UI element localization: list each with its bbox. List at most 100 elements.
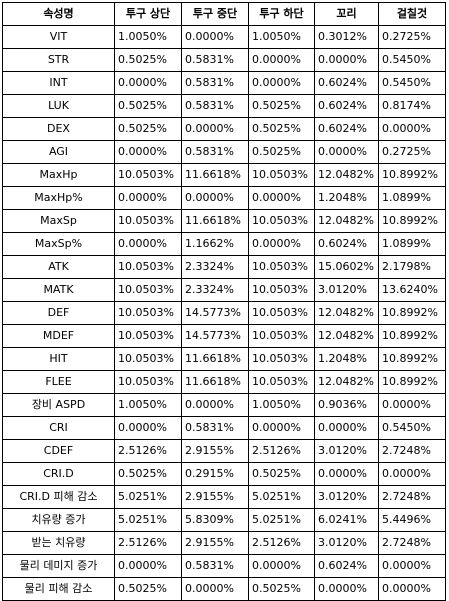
value-cell: 10.8992%	[378, 209, 446, 233]
value-cell: 0.0000%	[248, 48, 315, 72]
value-cell: 10.8992%	[378, 370, 446, 394]
value-cell: 5.0251%	[248, 508, 315, 532]
value-cell: 2.5126%	[248, 439, 315, 463]
value-cell: 5.0251%	[114, 485, 182, 509]
value-cell: 0.0000%	[181, 117, 249, 141]
table-row: 치유량 증가 5.0251% 5.8309% 5.0251% 6.0241% 5.4496…	[2, 508, 446, 532]
value-cell: 0.6024%	[314, 117, 379, 141]
attribute-name-cell: CRI	[2, 416, 115, 440]
value-cell: 0.0000%	[378, 393, 446, 417]
value-cell: 0.5025%	[114, 462, 182, 486]
value-cell: 0.0000%	[114, 554, 182, 578]
table-row: 장비 ASPD 1.0050% 0.0000% 1.0050% 0.9036% 0.000…	[2, 393, 446, 417]
value-cell: 0.0000%	[248, 416, 315, 440]
value-cell: 5.4496%	[378, 508, 446, 532]
value-cell: 1.0050%	[114, 393, 182, 417]
attribute-name-cell: 장비 ASPD	[2, 393, 115, 417]
value-cell: 0.0000%	[314, 416, 379, 440]
table-row: CDEF 2.5126% 2.9155% 2.5126% 3.0120% 2.7248%	[2, 439, 446, 463]
value-cell: 1.2048%	[314, 347, 379, 371]
value-cell: 0.0000%	[378, 462, 446, 486]
table-row: MATK 10.0503% 2.3324% 10.0503% 3.0120% 13.624…	[2, 278, 446, 302]
value-cell: 10.0503%	[248, 324, 315, 348]
value-cell: 0.5025%	[114, 117, 182, 141]
value-cell: 10.0503%	[114, 301, 182, 325]
attribute-name-cell: MDEF	[2, 324, 115, 348]
value-cell: 0.0000%	[314, 577, 379, 601]
value-cell: 0.3012%	[314, 25, 379, 49]
attribute-name-cell: STR	[2, 48, 115, 72]
value-cell: 2.9155%	[181, 439, 249, 463]
attribute-name-cell: 물리 데미지 증가	[2, 554, 115, 578]
value-cell: 0.2725%	[378, 25, 446, 49]
table-row: DEX 0.5025% 0.0000% 0.5025% 0.6024% 0.0000%	[2, 117, 446, 141]
value-cell: 2.3324%	[181, 255, 249, 279]
value-cell: 0.0000%	[181, 577, 249, 601]
value-cell: 10.0503%	[248, 301, 315, 325]
attribute-name-cell: CRI.D	[2, 462, 115, 486]
value-cell: 10.8992%	[378, 163, 446, 187]
table-row: CRI.D 피해 감소 5.0251% 2.9155% 5.0251% 3.0120% 2…	[2, 485, 446, 509]
value-cell: 10.0503%	[114, 163, 182, 187]
value-cell: 1.1662%	[181, 232, 249, 256]
value-cell: 2.5126%	[114, 531, 182, 555]
value-cell: 15.0602%	[314, 255, 379, 279]
value-cell: 1.0899%	[378, 186, 446, 210]
value-cell: 5.0251%	[248, 485, 315, 509]
header-helm-mid: 투구 중단	[181, 2, 249, 26]
value-cell: 12.0482%	[314, 324, 379, 348]
value-cell: 0.9036%	[314, 393, 379, 417]
value-cell: 0.6024%	[314, 71, 379, 95]
value-cell: 10.0503%	[114, 209, 182, 233]
header-garment: 걸칠것	[378, 2, 446, 26]
attribute-name-cell: MaxHp	[2, 163, 115, 187]
value-cell: 13.6240%	[378, 278, 446, 302]
attribute-name-cell: DEX	[2, 117, 115, 141]
value-cell: 0.5025%	[248, 462, 315, 486]
attribute-name-cell: MaxHp%	[2, 186, 115, 210]
value-cell: 10.0503%	[114, 255, 182, 279]
value-cell: 10.0503%	[114, 278, 182, 302]
value-cell: 0.5025%	[248, 577, 315, 601]
value-cell: 1.2048%	[314, 186, 379, 210]
value-cell: 3.0120%	[314, 531, 379, 555]
value-cell: 10.0503%	[114, 347, 182, 371]
attribute-name-cell: AGI	[2, 140, 115, 164]
table-row: MDEF 10.0503% 14.5773% 10.0503% 12.0482% 10.8…	[2, 324, 446, 348]
value-cell: 10.0503%	[114, 370, 182, 394]
value-cell: 0.5450%	[378, 71, 446, 95]
value-cell: 0.0000%	[181, 186, 249, 210]
value-cell: 0.5831%	[181, 416, 249, 440]
attribute-name-cell: MaxSp	[2, 209, 115, 233]
value-cell: 0.5831%	[181, 94, 249, 118]
value-cell: 3.0120%	[314, 439, 379, 463]
value-cell: 10.0503%	[248, 347, 315, 371]
header-helm-top: 투구 상단	[114, 2, 182, 26]
value-cell: 3.0120%	[314, 485, 379, 509]
value-cell: 0.0000%	[114, 186, 182, 210]
value-cell: 10.0503%	[114, 324, 182, 348]
value-cell: 0.5450%	[378, 416, 446, 440]
table-row: DEF 10.0503% 14.5773% 10.0503% 12.0482% 10.89…	[2, 301, 446, 325]
header-row: 속성명 투구 상단 투구 중단 투구 하단 꼬리 걸칠것	[2, 2, 446, 26]
header-helm-bottom: 투구 하단	[248, 2, 315, 26]
attribute-name-cell: INT	[2, 71, 115, 95]
value-cell: 1.0050%	[248, 25, 315, 49]
table-row: 물리 피해 감소 0.5025% 0.0000% 0.5025% 0.0000% 0.00…	[2, 577, 446, 601]
value-cell: 2.1798%	[378, 255, 446, 279]
value-cell: 2.7248%	[378, 439, 446, 463]
value-cell: 0.0000%	[248, 186, 315, 210]
table-row: HIT 10.0503% 11.6618% 10.0503% 1.2048% 10.899…	[2, 347, 446, 371]
value-cell: 10.0503%	[248, 163, 315, 187]
value-cell: 0.0000%	[114, 140, 182, 164]
table-row: MaxHp 10.0503% 11.6618% 10.0503% 12.0482% 10.…	[2, 163, 446, 187]
value-cell: 2.7248%	[378, 531, 446, 555]
table-row: ATK 10.0503% 2.3324% 10.0503% 15.0602% 2.1798…	[2, 255, 446, 279]
value-cell: 0.0000%	[378, 117, 446, 141]
table-row: AGI 0.0000% 0.5831% 0.5025% 0.0000% 0.2725%	[2, 140, 446, 164]
value-cell: 2.5126%	[114, 439, 182, 463]
attribute-name-cell: HIT	[2, 347, 115, 371]
value-cell: 0.0000%	[378, 577, 446, 601]
value-cell: 2.7248%	[378, 485, 446, 509]
